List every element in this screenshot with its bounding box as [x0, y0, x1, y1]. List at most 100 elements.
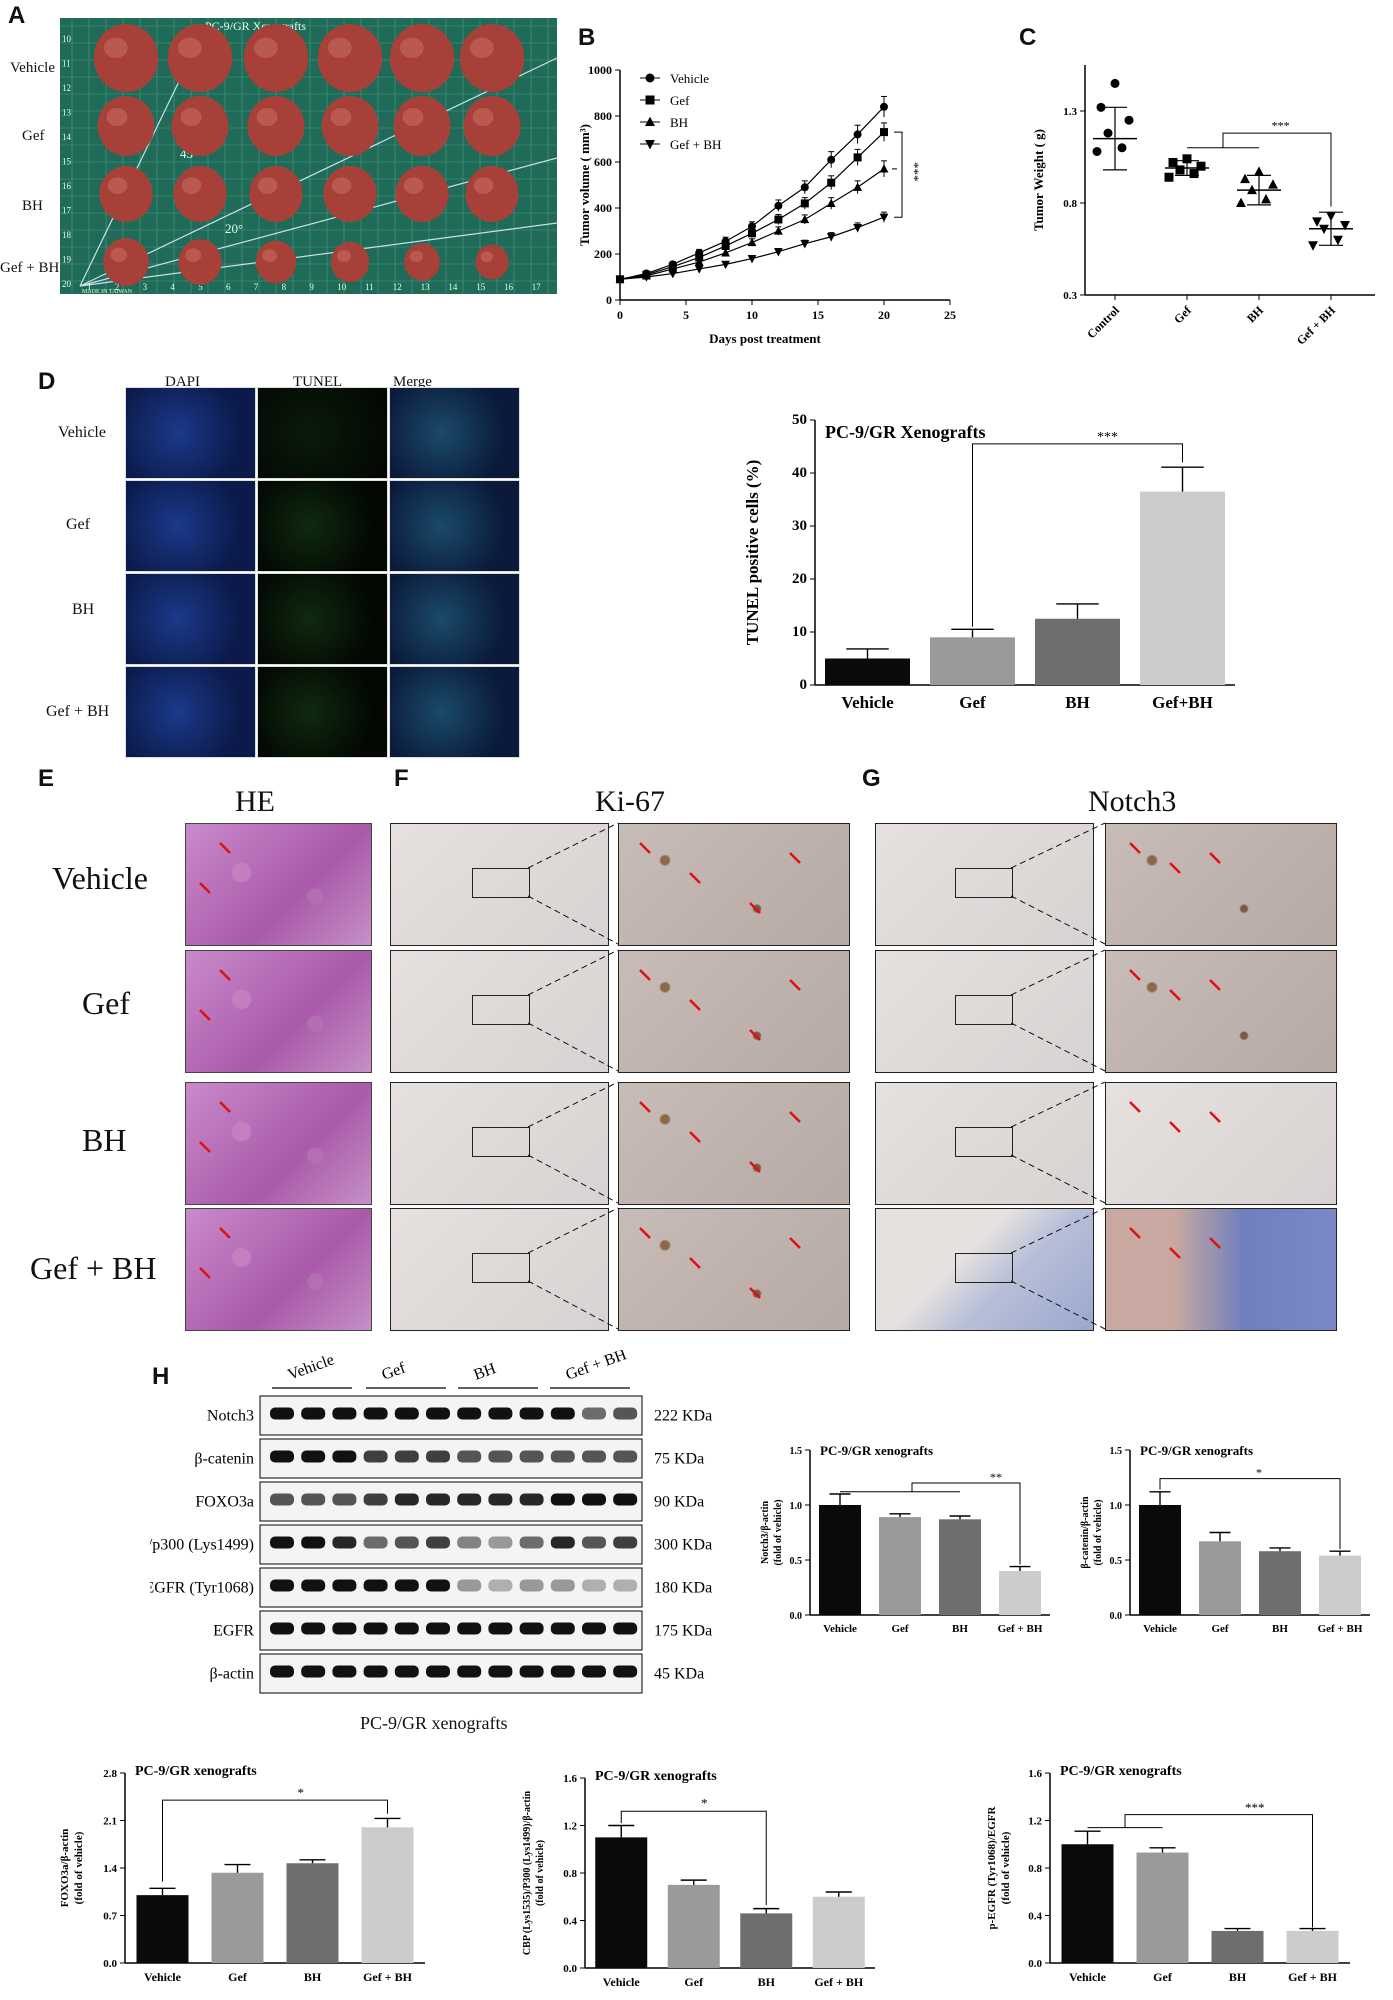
blot-band [488, 1536, 513, 1549]
data-point [800, 240, 810, 249]
x-tick-label: Gef+BH [1152, 693, 1213, 712]
tumor-highlight [327, 37, 352, 58]
bar [1061, 1844, 1114, 1963]
d-row-gef: Gef [66, 516, 90, 533]
tumor-highlight [399, 37, 424, 58]
notch3-zoom [1105, 1208, 1337, 1331]
ki67-zoom [618, 1082, 850, 1205]
red-arrow [219, 1227, 231, 1239]
blot-band [363, 1622, 388, 1635]
bar [136, 1895, 189, 1963]
tumor [99, 166, 153, 222]
tumor-highlight [253, 37, 278, 58]
legend-label: Vehicle [670, 71, 709, 86]
data-point [827, 178, 836, 187]
significance-bracket [162, 1799, 388, 1882]
y-tick-label: 1.3 [1063, 106, 1077, 118]
x-tick-label: 0 [617, 308, 623, 322]
bar [740, 1913, 793, 1968]
blot-band [582, 1536, 606, 1549]
ruler-bottom-label: 16 [504, 282, 514, 292]
tumor [255, 240, 297, 284]
y-tick-label: 0.8 [1028, 1863, 1042, 1875]
bar [819, 1505, 861, 1615]
tumor-weight-chart: 0.3 0.8 1.3 Tumor Weight ( g) Control Gef BH Ge… [1031, 65, 1375, 348]
series-line [619, 106, 885, 280]
notch3-roi-box [955, 868, 1013, 898]
tumor-highlight [331, 177, 352, 195]
blot-band [426, 1407, 450, 1420]
blot-band [301, 1622, 326, 1635]
tumor-highlight [473, 177, 494, 195]
bar [879, 1517, 921, 1615]
tumor-highlight [257, 177, 278, 195]
bar [1211, 1930, 1264, 1963]
beta-catenin-bar-chart: 0.0 0.5 1.0 1.5 Vehicle Gef BH Gef + BH PC-9/GR … [1080, 1443, 1370, 1635]
y-tick-label: 0 [606, 293, 612, 307]
blot-band [613, 1450, 638, 1463]
notch3-roi-box [955, 995, 1013, 1025]
data-point [826, 233, 836, 242]
blot-band [301, 1579, 326, 1592]
panel-letter-e: E [38, 765, 55, 792]
y-tick-label: 30 [792, 518, 807, 534]
y-axis-label: β-catenin/β-actin [1080, 1496, 1091, 1569]
blot-name: FOXO3a [195, 1494, 254, 1511]
x-tick-label: 10 [746, 308, 758, 322]
significance-bracket [1124, 1814, 1313, 1928]
group-label: BH [472, 1360, 499, 1384]
ruler-bottom-label: 1 [87, 282, 92, 292]
tumor-highlight [472, 108, 494, 126]
tumor [97, 96, 155, 156]
legend-label: Gef + BH [670, 137, 721, 152]
red-arrow [1169, 862, 1181, 874]
data-point [880, 102, 888, 111]
red-arrow [1209, 1111, 1221, 1123]
tunel-image [257, 666, 388, 758]
data-point [1333, 235, 1343, 246]
y-tick-label: 2.8 [103, 1768, 117, 1780]
y-axis-label: Notch3/β-actin [760, 1501, 771, 1564]
e-row-gef-bh: Gef + BH [30, 1250, 157, 1286]
blot-size: 300 KDa [654, 1537, 712, 1554]
bar [1286, 1930, 1339, 1963]
tumor [465, 166, 519, 222]
red-arrow [639, 1101, 651, 1113]
y-tick-label: 0.4 [563, 1916, 577, 1928]
tumor [330, 241, 370, 283]
ruler-bottom-label: 5 [198, 282, 203, 292]
cbp-p300-bar-chart: 0.0 0.4 0.8 1.2 1.6 Vehicle Gef BH Gef + BH PC-9/… [522, 1769, 875, 1989]
panel-letter-h: H [152, 1363, 170, 1390]
notch3-zoom [1105, 1082, 1337, 1205]
blot-band [582, 1493, 606, 1506]
y-tick-label: 200 [594, 247, 612, 261]
bar [812, 1896, 865, 1968]
merge-image [389, 480, 520, 572]
ruler-bottom-label: 2 [115, 282, 120, 292]
ruler-bottom-label: 17 [532, 282, 542, 292]
y-axis-label: (fold of vehicle) [1093, 1499, 1104, 1565]
tumor [167, 24, 233, 92]
zoom-line [527, 1207, 619, 1254]
ki67-roi-box [472, 1127, 530, 1157]
blot-band [394, 1407, 419, 1420]
significance-bracket [1159, 1478, 1341, 1549]
red-arrow [1129, 1227, 1141, 1239]
y-tick-label: 0.0 [790, 1611, 803, 1622]
tumor [393, 96, 451, 156]
data-point [774, 201, 783, 210]
blot-band [582, 1579, 606, 1592]
significance-bracket [911, 1482, 1021, 1565]
bar [667, 1884, 720, 1968]
data-point [826, 198, 836, 207]
legend-marker [645, 116, 655, 127]
data-point [879, 213, 889, 222]
chart-title: PC-9/GR xenografts [1060, 1764, 1182, 1779]
x-tick-label: BH [758, 1975, 776, 1989]
data-point [748, 222, 756, 231]
blot-band [270, 1536, 294, 1549]
data-point [1340, 221, 1350, 231]
y-tick-label: 1.2 [563, 1821, 577, 1833]
data-point [1268, 179, 1278, 189]
data-point [1326, 211, 1336, 222]
